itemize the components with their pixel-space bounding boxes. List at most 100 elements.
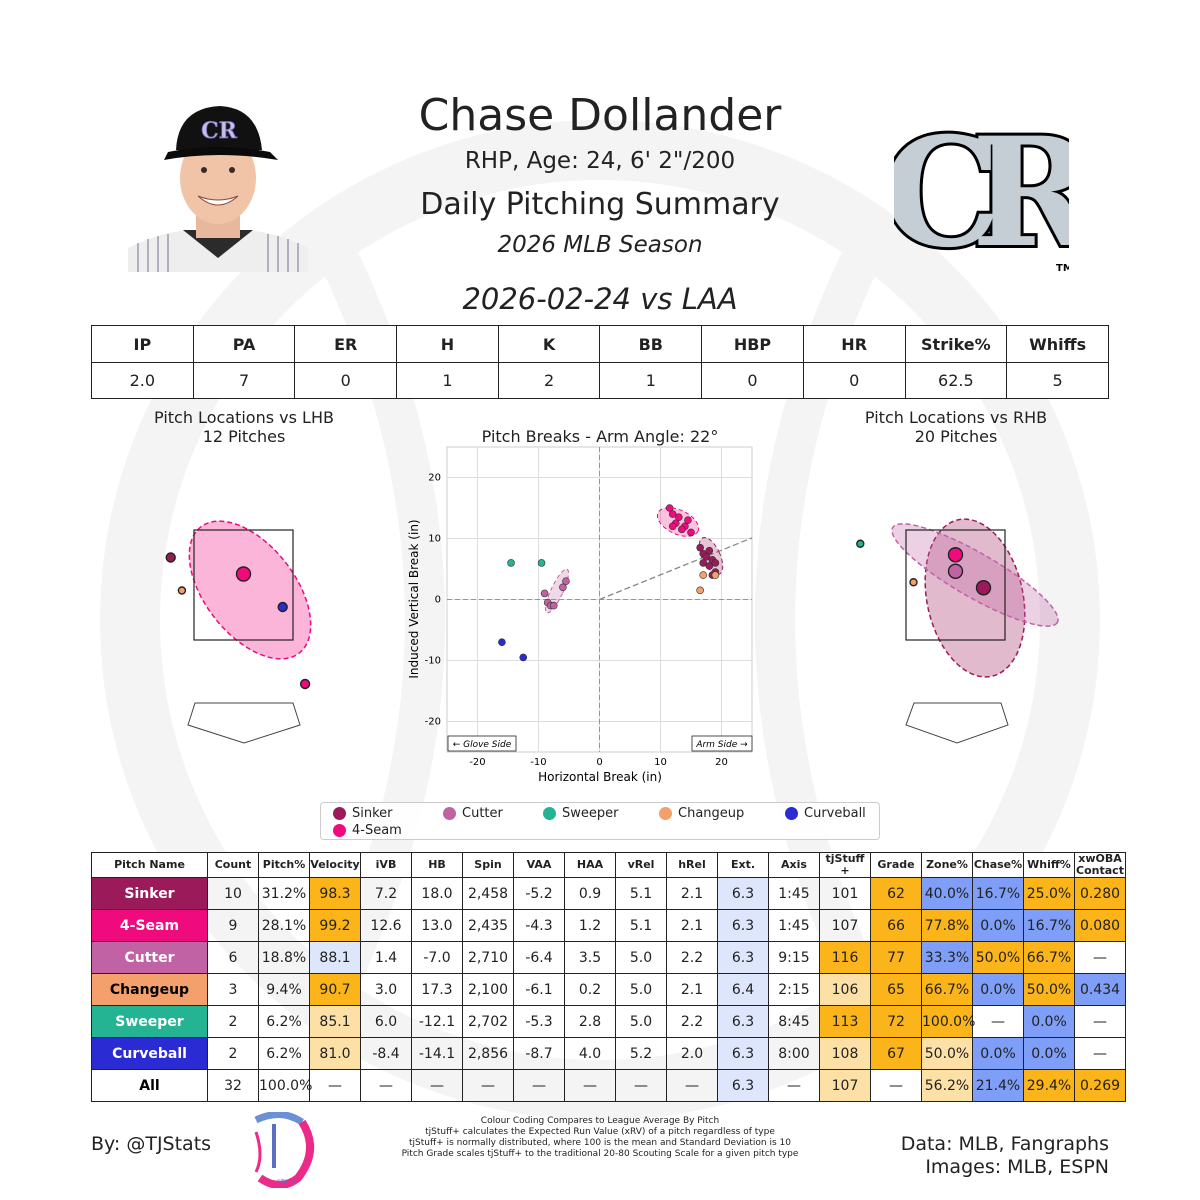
footer-note-line: Colour Coding Compares to League Average… (480, 1116, 720, 1126)
pitch-metric-cell: 107 (819, 909, 871, 942)
break-y-axis-label: Induced Vertical Break (in) (407, 519, 421, 678)
pitch-metric-cell: 1:45 (768, 909, 820, 942)
pitch-metric-cell: 0.9 (564, 877, 616, 910)
legend-label: Cutter (462, 806, 503, 821)
break-grid: -20 -10 0 10 20 20 10 0 -10 -20 (425, 446, 753, 768)
pitch-metric-cell: 0.269 (1074, 1069, 1126, 1102)
arm-side-label: Arm Side → (695, 740, 748, 750)
pitch-metric-cell: 67 (870, 1037, 922, 1070)
pitch-table-header: VAA (513, 852, 565, 878)
pitch-metric-cell: 107 (819, 1069, 871, 1102)
pitch-metric-cell: 90.7 (309, 973, 361, 1006)
pitch-name-cell: Changeup (91, 973, 208, 1006)
box-score-value: 0 (701, 362, 804, 399)
pitch-table-header: vRel (615, 852, 667, 878)
pitch-metric-cell: 13.0 (411, 909, 463, 942)
pitch-table-header: Zone% (921, 852, 973, 878)
tjstats-logo: STATS (254, 1112, 315, 1188)
rhb-home-plate (905, 702, 1009, 744)
pitch-metric-cell: 0.080 (1074, 909, 1126, 942)
pitch-metric-cell: 6.2% (258, 1005, 310, 1038)
pitch-metric-cell: 2,435 (462, 909, 514, 942)
pitch-break-plot: -20 -10 0 10 20 20 10 0 -10 -20 ← Glove Side Arm … (407, 446, 753, 784)
pitch-metric-cell: 113 (819, 1005, 871, 1038)
box-score-header: Strike% (904, 325, 1008, 363)
pitch-metric-cell: 9.4% (258, 973, 310, 1006)
pitch-metric-cell: 62 (870, 877, 922, 910)
svg-text:CR: CR (201, 118, 238, 144)
pitch-row-4seam: 4-Seam 9 28.1% 99.2 12.6 13.0 2,435 -4.3 1.2 5.1 2… (91, 909, 1126, 942)
pitch-metric-cell: 5.2 (615, 1037, 667, 1070)
location-point-4seam (299, 678, 311, 690)
pitch-metric-cell: 3.5 (564, 941, 616, 974)
pitch-metric-cell: — (564, 1069, 616, 1102)
pitch-metric-cell: — (1074, 1005, 1126, 1038)
location-point-sinker (975, 580, 992, 596)
pitch-metric-cell: 2.1 (666, 973, 718, 1006)
pitch-metric-cell: 0.2 (564, 973, 616, 1006)
footer-note-line: Pitch Grade scales tjStuff+ to the tradi… (401, 1149, 799, 1159)
pitch-metric-cell: 2.2 (666, 941, 718, 974)
break-x-tick-label: 10 (654, 757, 667, 768)
pitch-metric-cell: 2.0 (666, 1037, 718, 1070)
pitch-table-header: Spin (462, 852, 514, 878)
pitch-metric-cell: — (972, 1005, 1024, 1038)
pitch-metric-cell: 2.1 (666, 877, 718, 910)
break-point-changeup (711, 571, 720, 579)
pitch-metric-cell: 6.4 (717, 973, 769, 1006)
rhb-count: 20 Pitches (914, 427, 998, 446)
legend-label: 4-Seam (352, 823, 402, 838)
break-y-tick-label: 0 (435, 595, 441, 606)
legend-label: Changeup (678, 806, 745, 821)
pitch-row-changeup: Changeup 3 9.4% 90.7 3.0 17.3 2,100 -6.1 0.2 5.0 2… (91, 973, 1126, 1006)
pitch-metric-cell: 28.1% (258, 909, 310, 942)
break-point-cutter (549, 601, 558, 610)
pitch-table-header: Whiff% (1023, 852, 1075, 878)
pitch-metric-cell: 0.434 (1074, 973, 1126, 1006)
pitch-metrics-table: Pitch Name Count Pitch% Velocity iVB HB Spin VA… (91, 852, 1126, 1102)
pitch-metric-cell: -8.4 (360, 1037, 412, 1070)
player-bio: RHP, Age: 24, 6' 2"/200 (464, 148, 736, 174)
svg-text:STATS: STATS (277, 1179, 295, 1186)
pitch-metric-cell: 5.0 (615, 941, 667, 974)
legend-item-sweeper: Sweeper (543, 806, 618, 821)
svg-text:TM: TM (1056, 263, 1069, 274)
location-point-changeup (909, 578, 918, 587)
pitch-metric-cell: 16.7% (972, 877, 1024, 910)
box-score-table: IP PA ER H K BB HBP HR Strike% Whiffs 2.… (91, 325, 1109, 399)
break-x-tick-label: 0 (596, 757, 602, 768)
pitch-metric-cell: -5.3 (513, 1005, 565, 1038)
pitch-metric-cell: 10 (207, 877, 259, 910)
pitch-table-header: Axis (768, 852, 820, 878)
pitch-metric-cell: 2 (207, 1005, 259, 1038)
legend-swatch (785, 807, 798, 820)
pitch-name-cell: Cutter (91, 941, 208, 974)
footer-notes: Colour Coding Compares to League Average… (360, 1116, 840, 1160)
pitch-metric-cell: 98.3 (309, 877, 361, 910)
team-logo: CR TM (894, 102, 1069, 275)
pitch-metric-cell: 50.0% (972, 941, 1024, 974)
pitch-metric-cell: 116 (819, 941, 871, 974)
pitch-metric-cell: 2,458 (462, 877, 514, 910)
pitch-metric-cell: 33.3% (921, 941, 973, 974)
pitch-metric-cell: 6.0 (360, 1005, 412, 1038)
pitch-metric-cell: 1.4 (360, 941, 412, 974)
pitch-metric-cell: 2,856 (462, 1037, 514, 1070)
pitch-metric-cell: — (870, 1069, 922, 1102)
data-source: Data: MLB, Fangraphs (900, 1133, 1109, 1155)
pitch-metric-cell: — (411, 1069, 463, 1102)
break-point-sinker (711, 559, 720, 567)
pitch-metric-cell: 50.0% (921, 1037, 973, 1070)
break-point-curveball (498, 638, 506, 646)
pitch-metric-cell: 40.0% (921, 877, 973, 910)
pitch-metric-cell: — (309, 1069, 361, 1102)
pitch-metric-cell: 29.4% (1023, 1069, 1075, 1102)
lhb-4seam-ellipse (188, 520, 312, 660)
pitch-metric-cell: 9:15 (768, 941, 820, 974)
pitch-metric-cell: 5.0 (615, 1005, 667, 1038)
location-point-sinker (165, 552, 176, 563)
pitch-legend: Sinker 4-Seam Cutter Sweeper Changeup Cu… (320, 802, 880, 840)
break-point-4seam (684, 516, 692, 524)
pitch-metric-cell: — (666, 1069, 718, 1102)
game-line: 2026-02-24 vs LAA (462, 282, 738, 316)
